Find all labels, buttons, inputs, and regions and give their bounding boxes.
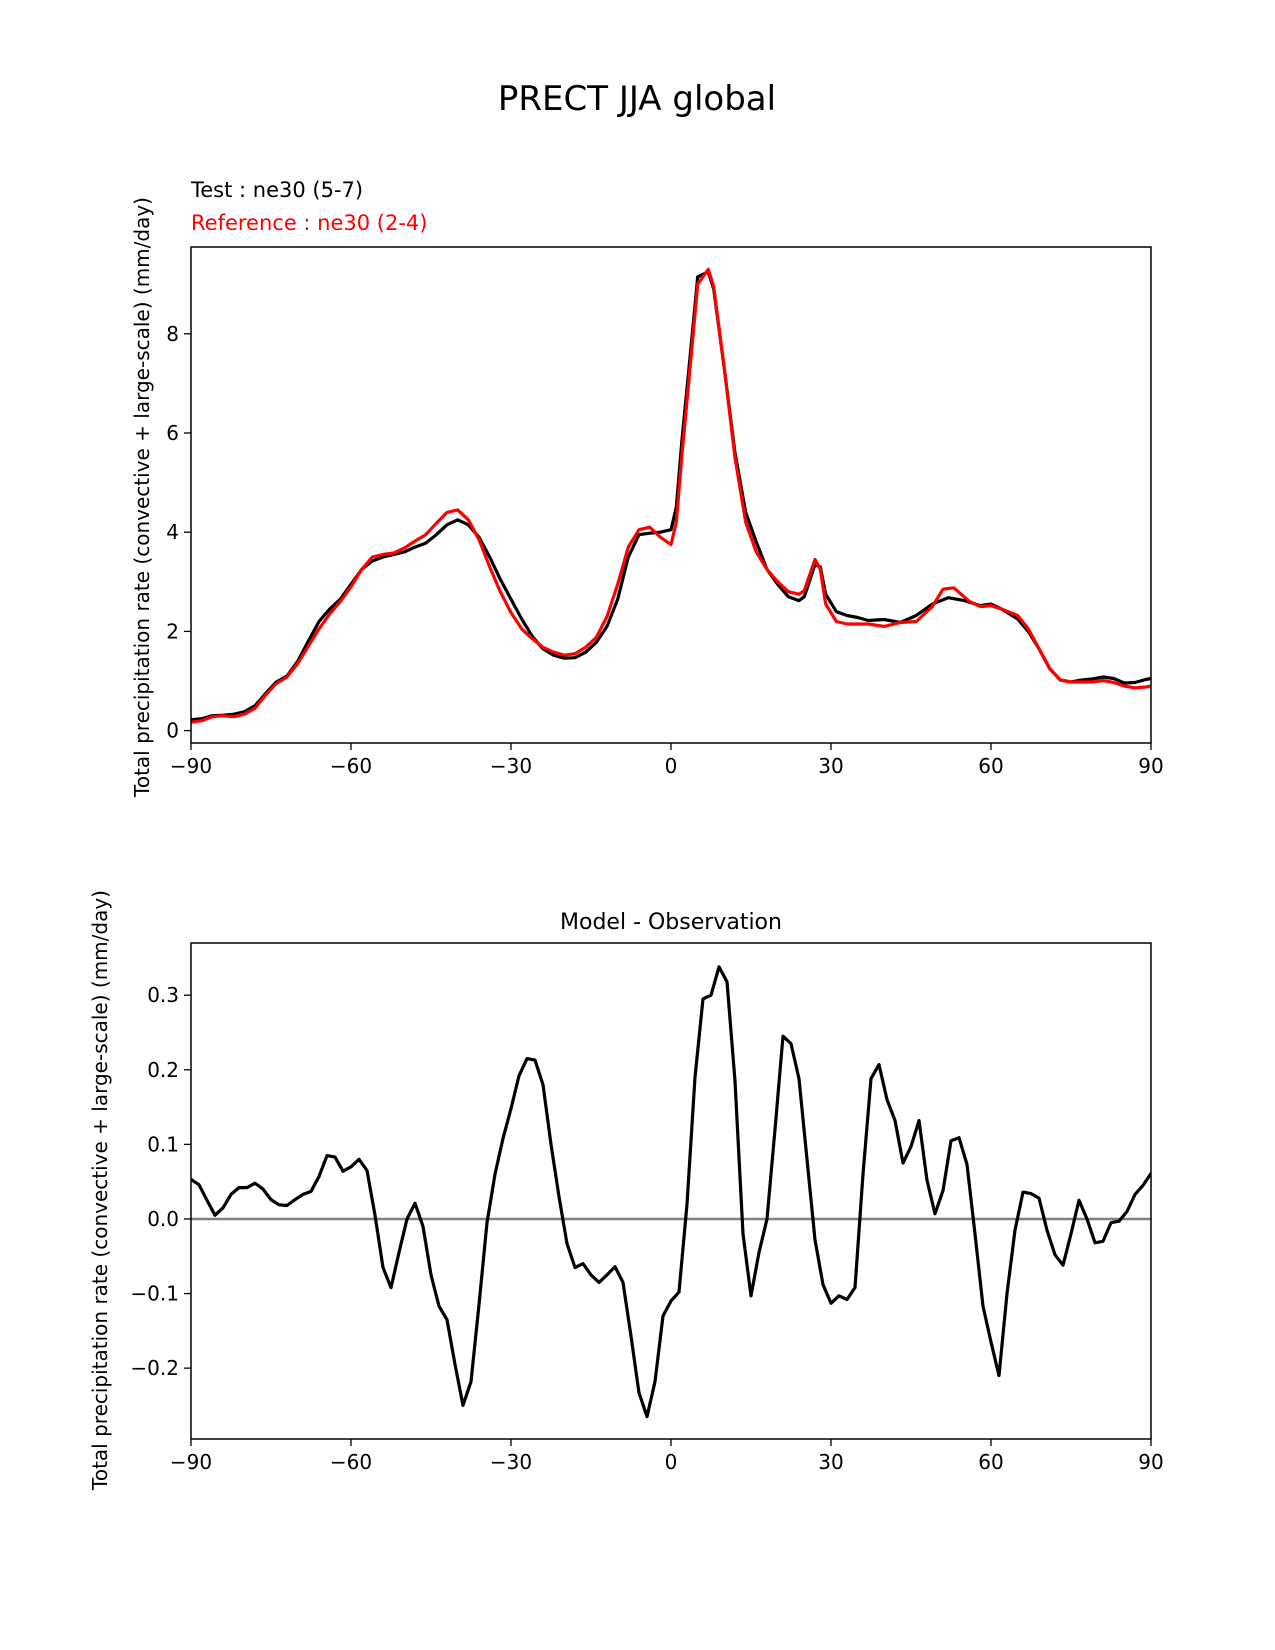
y-tick-label: 0.3 bbox=[147, 983, 179, 1007]
top-axis-ticks: −90 −60 −30 0 30 60 90 0 2 4 6 8 bbox=[166, 322, 1163, 778]
bottom-plot-title: Model - Observation bbox=[560, 910, 782, 935]
x-tick-label: 30 bbox=[818, 754, 843, 778]
bottom-panel: Model - Observation Total precipitation … bbox=[88, 890, 1164, 1491]
x-tick-label: −60 bbox=[330, 754, 372, 778]
x-tick-label: 60 bbox=[978, 1450, 1003, 1474]
legend-reference-label: Reference : ne30 (2-4) bbox=[191, 211, 428, 235]
top-y-axis-label: Total precipitation rate (convective + l… bbox=[130, 197, 154, 798]
y-tick-label: 2 bbox=[166, 619, 179, 643]
test-series-line bbox=[191, 270, 1151, 722]
top-plot-lines bbox=[191, 267, 1151, 724]
y-tick-label: 0.1 bbox=[147, 1132, 179, 1156]
x-tick-label: 90 bbox=[1138, 1450, 1163, 1474]
figure-title: PRECT JJA global bbox=[498, 79, 776, 119]
bottom-axis-ticks: −90 −60 −30 0 30 60 90 −0.2 −0.1 0.0 0.1 0.2 0.3 bbox=[130, 983, 1163, 1474]
top-plot-frame bbox=[190, 246, 1152, 744]
y-tick-label: 0.2 bbox=[147, 1058, 179, 1082]
x-tick-label: 0 bbox=[665, 754, 678, 778]
x-tick-label: 0 bbox=[665, 1450, 678, 1474]
bottom-plot-lines bbox=[191, 965, 1151, 1419]
y-tick-label: 0 bbox=[166, 719, 179, 743]
difference-series-line bbox=[191, 965, 1151, 1419]
legend-test-label: Test : ne30 (5-7) bbox=[190, 178, 363, 202]
x-tick-label: −30 bbox=[490, 1450, 532, 1474]
y-tick-label: 8 bbox=[166, 322, 179, 346]
y-tick-label: 0.0 bbox=[147, 1207, 179, 1231]
x-tick-label: −30 bbox=[490, 754, 532, 778]
x-tick-label: −90 bbox=[170, 754, 212, 778]
x-tick-label: 90 bbox=[1138, 754, 1163, 778]
y-tick-label: 4 bbox=[166, 520, 179, 544]
y-tick-label: 6 bbox=[166, 421, 179, 445]
bottom-y-axis-label: Total precipitation rate (convective + l… bbox=[88, 890, 112, 1491]
bottom-plot-frame bbox=[190, 942, 1152, 1440]
x-tick-label: −90 bbox=[170, 1450, 212, 1474]
y-tick-label: −0.2 bbox=[130, 1356, 179, 1380]
x-tick-label: 60 bbox=[978, 754, 1003, 778]
reference-series-line bbox=[191, 267, 1151, 724]
y-tick-label: −0.1 bbox=[130, 1282, 179, 1306]
x-tick-label: −60 bbox=[330, 1450, 372, 1474]
top-panel: Test : ne30 (5-7) Reference : ne30 (2-4)… bbox=[130, 178, 1164, 798]
x-tick-label: 30 bbox=[818, 1450, 843, 1474]
